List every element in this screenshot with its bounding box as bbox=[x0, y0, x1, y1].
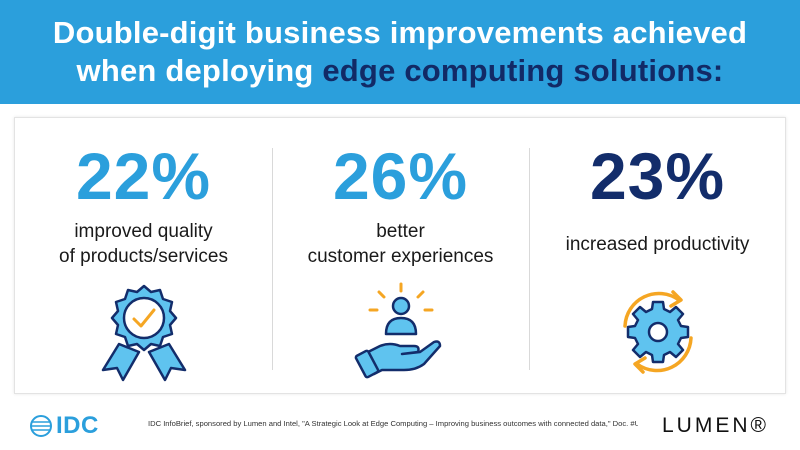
idc-logo-text: IDC bbox=[56, 412, 99, 439]
stat-value: 26% bbox=[332, 139, 469, 213]
stat-quality: 22% improved quality of products/service… bbox=[15, 118, 272, 395]
stat-description-line: of products/services bbox=[59, 246, 228, 267]
source-citation: IDC InfoBrief, sponsored by Lumen and In… bbox=[148, 419, 638, 428]
banner-title-line1: Double-digit business improvements achie… bbox=[52, 15, 748, 50]
stat-value: 23% bbox=[589, 139, 726, 213]
stat-description: better customer experiences bbox=[308, 218, 494, 270]
banner-highlight: edge computing solutions: bbox=[322, 53, 724, 88]
lumen-logo: LUMEN® bbox=[662, 414, 769, 437]
column-divider bbox=[529, 148, 530, 370]
banner-title-line2-prefix: when deploying bbox=[76, 53, 323, 88]
idc-logo: IDC bbox=[30, 412, 99, 439]
header-banner: Double-digit business improvements achie… bbox=[0, 0, 800, 104]
stat-description-line: customer experiences bbox=[307, 246, 494, 267]
stat-description: increased productivity bbox=[566, 218, 750, 270]
gear-cycle-icon bbox=[598, 282, 718, 382]
stat-description-line: increased productivity bbox=[565, 233, 750, 255]
stat-value: 22% bbox=[75, 139, 212, 213]
banner-title-line2: when deploying edge computing solutions: bbox=[77, 52, 724, 90]
stat-description: improved quality of products/services bbox=[59, 218, 228, 270]
stat-customer-experience: 26% better customer experiences bbox=[272, 118, 529, 395]
award-ribbon-check-icon bbox=[84, 282, 204, 382]
person-on-hand-icon bbox=[341, 282, 461, 382]
column-divider bbox=[272, 148, 273, 370]
stats-panel: 22% improved quality of products/service… bbox=[14, 117, 786, 394]
stat-description-line: better bbox=[376, 221, 425, 242]
idc-globe-icon bbox=[30, 415, 52, 437]
stat-productivity: 23% increased productivity bbox=[529, 118, 786, 395]
stat-description-line: improved quality bbox=[74, 221, 213, 242]
